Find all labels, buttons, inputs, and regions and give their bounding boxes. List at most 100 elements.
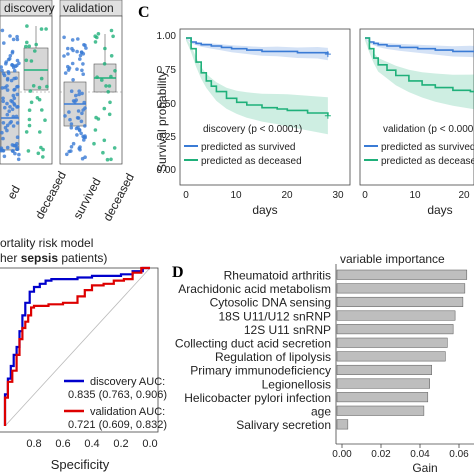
legend-discovery-ci: 0.835 (0.763, 0.906) bbox=[68, 389, 167, 401]
jitter-point bbox=[111, 34, 115, 39]
jitter-point bbox=[80, 68, 84, 73]
jitter-point bbox=[1, 136, 5, 141]
km-right-band-1 bbox=[365, 38, 474, 110]
jitter-point bbox=[27, 123, 32, 128]
jitter-point bbox=[10, 99, 15, 104]
jitter-point bbox=[15, 34, 19, 39]
roc-curve-0 bbox=[3, 266, 150, 426]
jitter-point bbox=[17, 152, 21, 157]
importance-label: Salivary secretion bbox=[236, 418, 331, 432]
jitter-point bbox=[66, 46, 70, 51]
strip-right-label: validation bbox=[63, 1, 114, 15]
xlabel-days-right: days bbox=[427, 203, 452, 217]
jitter-point bbox=[26, 149, 31, 153]
jitter-point bbox=[69, 89, 74, 93]
roc-xtick-02: 0.2 bbox=[113, 438, 128, 450]
jitter-point bbox=[75, 133, 79, 137]
jitter-point bbox=[24, 44, 28, 49]
gain-tick-006: 0.06 bbox=[449, 449, 469, 460]
jitter-point bbox=[67, 66, 72, 70]
survival-plot-frame-right bbox=[359, 28, 474, 186]
jitter-point bbox=[29, 100, 34, 105]
xtick-right-20: 20 bbox=[458, 190, 470, 201]
jitter-point bbox=[96, 117, 101, 121]
jitter-point bbox=[83, 155, 87, 159]
jitter-point bbox=[12, 76, 16, 81]
jitter-point bbox=[39, 76, 44, 81]
panel-b-boxplots: discovery validation ed deceased survive… bbox=[0, 0, 137, 223]
jitter-point bbox=[75, 67, 79, 71]
jitter-point bbox=[15, 147, 19, 151]
importance-bar bbox=[336, 296, 464, 307]
jitter-point bbox=[44, 27, 48, 31]
survival-curves bbox=[186, 37, 474, 135]
jitter-point bbox=[62, 54, 66, 58]
jitter-point bbox=[0, 28, 5, 33]
importance-label: Rheumatoid arthritis bbox=[224, 269, 331, 283]
jitter-point bbox=[35, 96, 40, 100]
roc-curves bbox=[3, 266, 151, 427]
importance-bar bbox=[336, 419, 349, 430]
jitter-point bbox=[8, 54, 13, 58]
jitter-point bbox=[6, 70, 11, 74]
jitter-point bbox=[79, 119, 84, 124]
jitter-point bbox=[10, 149, 15, 153]
jitter-point bbox=[102, 106, 107, 111]
jitter-point bbox=[5, 128, 9, 133]
jitter-point bbox=[68, 117, 72, 122]
jitter-point bbox=[77, 92, 81, 97]
jitter-point bbox=[5, 145, 10, 150]
jitter-point bbox=[75, 49, 79, 54]
roc-plot-frame bbox=[0, 267, 159, 433]
importance-bar bbox=[336, 378, 430, 389]
jitter-point bbox=[83, 106, 87, 110]
km-left-band-0 bbox=[186, 38, 328, 61]
importance-bar bbox=[336, 364, 432, 375]
jitter-point bbox=[78, 53, 83, 58]
jitter-point bbox=[107, 84, 112, 88]
jitter-point bbox=[81, 62, 85, 66]
jitter-point bbox=[5, 88, 10, 92]
jitter-point bbox=[27, 44, 32, 48]
roc-xtick-00: 0.0 bbox=[142, 438, 157, 450]
jitter-point bbox=[5, 112, 10, 117]
roc-xtick-06: 0.6 bbox=[55, 438, 70, 450]
jitter-point bbox=[101, 150, 105, 155]
jitter-point bbox=[33, 49, 37, 53]
jitter-points bbox=[0, 24, 117, 162]
xtick-left-10: 10 bbox=[230, 190, 242, 201]
jitter-point bbox=[25, 24, 29, 28]
jitter-point bbox=[69, 125, 74, 130]
importance-bar bbox=[336, 269, 468, 280]
jitter-point bbox=[8, 105, 12, 109]
jitter-point bbox=[13, 151, 17, 156]
importance-label: Arachidonic acid metabolism bbox=[178, 282, 331, 296]
jitter-point bbox=[3, 125, 8, 130]
importance-bar bbox=[336, 310, 456, 321]
roc-curve-1 bbox=[3, 266, 150, 426]
legend-survived-left: predicted as survived bbox=[201, 142, 296, 153]
jitter-point bbox=[80, 91, 84, 96]
jitter-point bbox=[11, 63, 16, 68]
jitter-point bbox=[2, 154, 7, 159]
jitter-point bbox=[84, 46, 88, 50]
box-discovery-deceased bbox=[23, 47, 49, 91]
jitter-point bbox=[78, 147, 82, 152]
jitter-point bbox=[62, 35, 66, 40]
jitter-point bbox=[104, 84, 108, 88]
jitter-point bbox=[76, 37, 80, 41]
importance-label: Collecting duct acid secretion bbox=[175, 337, 331, 351]
survival-plot-frame-left bbox=[179, 28, 351, 186]
strip-left-label: discovery bbox=[4, 1, 55, 15]
jitter-point bbox=[79, 50, 84, 55]
jitter-point bbox=[12, 68, 17, 73]
km-left-curve-0 bbox=[186, 37, 329, 55]
jitter-point bbox=[34, 42, 38, 47]
jitter-point bbox=[4, 61, 8, 66]
jitter-point bbox=[69, 145, 74, 149]
jitter-point bbox=[93, 40, 98, 44]
jitter-point bbox=[0, 130, 4, 135]
tick-label-deceased-right: deceased bbox=[100, 171, 137, 224]
jitter-point bbox=[31, 84, 36, 88]
jitter-point bbox=[11, 124, 16, 128]
